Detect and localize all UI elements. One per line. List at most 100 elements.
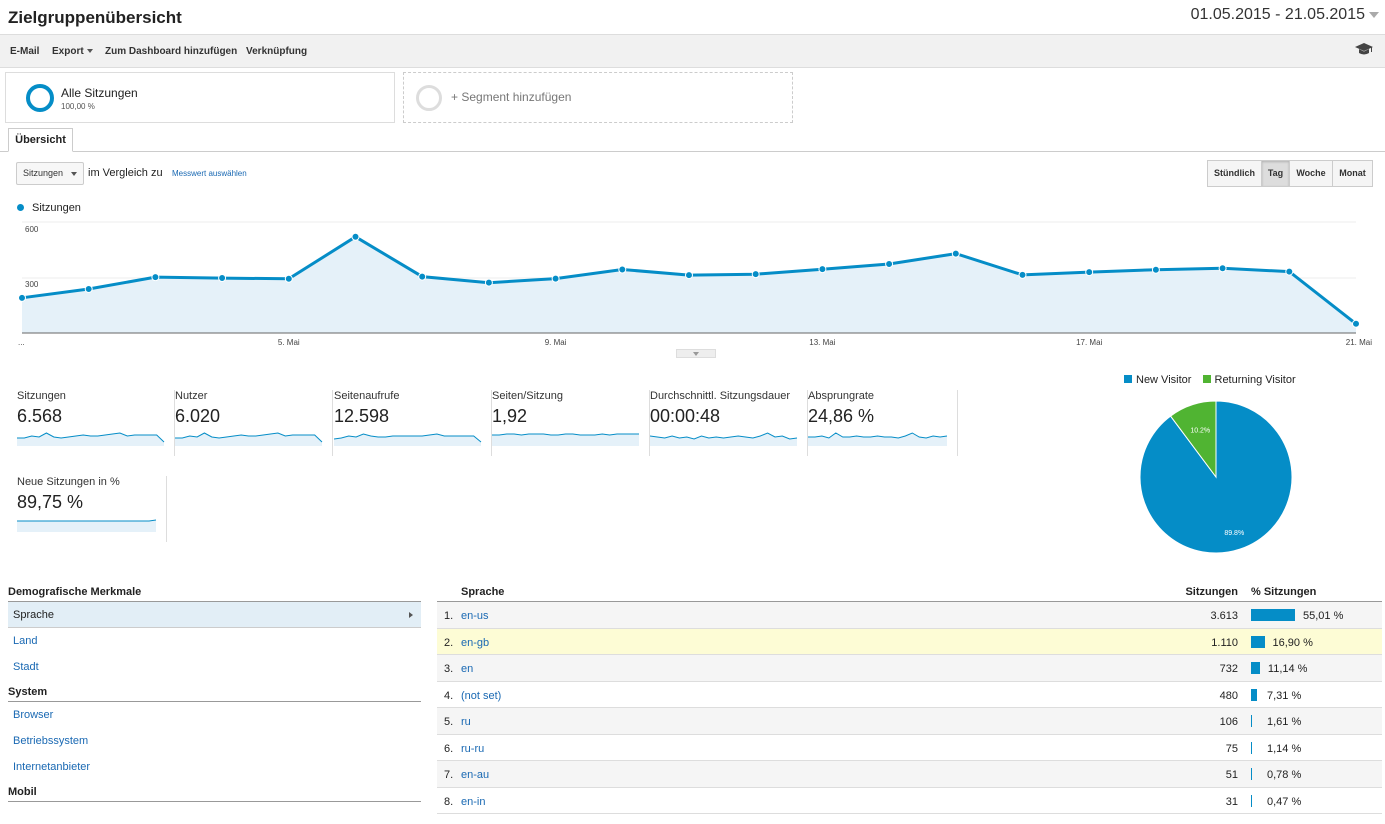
metric-card[interactable]: Sitzungen 6.568 bbox=[17, 390, 175, 456]
data-point[interactable] bbox=[1085, 268, 1094, 277]
data-point[interactable] bbox=[1018, 270, 1027, 279]
row-language-link[interactable]: en-in bbox=[461, 795, 486, 808]
language-table: Sprache Sitzungen % Sitzungen 1. en-us 3.6… bbox=[437, 586, 1382, 814]
row-language-link[interactable]: en bbox=[461, 663, 474, 675]
nav-item-language[interactable]: Sprache bbox=[8, 602, 421, 628]
pie-slice-label: 10.2% bbox=[1190, 428, 1210, 435]
row-sessions: 106 bbox=[1219, 716, 1238, 728]
shortcut-button[interactable]: Verknüpfung bbox=[246, 46, 308, 57]
metric-card[interactable]: Seitenaufrufe 12.598 bbox=[334, 390, 492, 456]
segment-ring-icon bbox=[26, 84, 54, 112]
legend-square bbox=[1202, 375, 1211, 383]
data-point[interactable] bbox=[1285, 267, 1294, 276]
row-language-link[interactable]: ru-ru bbox=[461, 742, 485, 755]
row-share-bar bbox=[1251, 794, 1252, 807]
data-point[interactable] bbox=[18, 293, 26, 302]
table-row[interactable]: 8. en-in 31 0,47 % bbox=[437, 788, 1382, 814]
pie-slice-label: 89.8% bbox=[1224, 530, 1244, 537]
granularity-week-button[interactable]: Woche bbox=[1289, 160, 1333, 187]
system-heading: System bbox=[8, 686, 421, 702]
row-percentage: 55,01 % bbox=[1303, 610, 1344, 622]
data-point[interactable] bbox=[418, 272, 427, 281]
nav-item-isp[interactable]: Internetanbieter bbox=[13, 761, 91, 773]
data-point[interactable] bbox=[1151, 265, 1160, 274]
row-language-link[interactable]: ru bbox=[461, 716, 471, 728]
graduation-cap-icon[interactable] bbox=[1355, 42, 1373, 56]
collapse-chart-toggle[interactable] bbox=[676, 349, 716, 358]
date-range-picker[interactable]: 01.05.2015 - 21.05.2015 bbox=[1190, 6, 1365, 23]
table-row[interactable]: 2. en-gb 1.110 16,90 % bbox=[437, 628, 1382, 655]
data-point[interactable] bbox=[351, 232, 360, 241]
table-row[interactable]: 4. (not set) 480 7,31 % bbox=[437, 682, 1382, 708]
nav-item-os[interactable]: Betriebssystem bbox=[13, 735, 89, 747]
col-sessions-pct[interactable]: % Sitzungen bbox=[1251, 586, 1317, 598]
data-point[interactable] bbox=[551, 274, 560, 283]
data-point[interactable] bbox=[818, 265, 827, 274]
row-share-bar bbox=[1251, 741, 1252, 754]
data-point[interactable] bbox=[751, 270, 760, 279]
metric-dropdown[interactable]: Sitzungen bbox=[16, 162, 84, 185]
metric-card[interactable]: Nutzer 6.020 bbox=[175, 390, 333, 456]
granularity-month-button[interactable]: Monat bbox=[1332, 160, 1373, 187]
data-point[interactable] bbox=[151, 273, 160, 282]
export-label: Export bbox=[52, 46, 84, 57]
row-percentage: 7,31 % bbox=[1267, 689, 1302, 702]
row-language-link[interactable]: en-gb bbox=[461, 636, 490, 649]
data-point[interactable] bbox=[951, 249, 960, 258]
table-row[interactable]: 6. ru-ru 75 1,14 % bbox=[437, 735, 1382, 761]
row-index: 5. bbox=[444, 716, 454, 728]
chevron-down-icon[interactable] bbox=[1369, 12, 1379, 18]
row-sessions: 732 bbox=[1219, 663, 1238, 675]
select-metric-link[interactable]: Messwert auswählen bbox=[172, 169, 247, 178]
row-index: 8. bbox=[444, 795, 454, 808]
nav-item-country[interactable]: Land bbox=[13, 635, 38, 647]
data-point[interactable] bbox=[685, 271, 693, 280]
col-language[interactable]: Sprache bbox=[461, 586, 505, 598]
data-point[interactable] bbox=[1352, 319, 1360, 328]
legend-new-visitor[interactable]: New Visitor bbox=[1136, 374, 1192, 386]
chevron-right-icon bbox=[409, 612, 413, 618]
table-body: 1. en-us 3.613 55,01 % 2. en-gb 1.110 16,90 % 3.… bbox=[437, 602, 1382, 814]
data-point[interactable] bbox=[484, 278, 493, 287]
granularity-day-button[interactable]: Tag bbox=[1261, 160, 1290, 187]
metric-value: 6.568 bbox=[17, 406, 63, 426]
metric-label: Neue Sitzungen in % bbox=[17, 476, 120, 488]
data-point[interactable] bbox=[218, 274, 227, 283]
metric-card[interactable]: Durchschnittl. Sitzungsdauer 00:00:48 bbox=[650, 390, 808, 456]
legend-square bbox=[1124, 375, 1132, 383]
metric-sparkline bbox=[334, 433, 482, 446]
data-point[interactable] bbox=[1218, 264, 1227, 273]
col-sessions[interactable]: Sitzungen bbox=[1185, 586, 1238, 598]
metric-card[interactable]: Neue Sitzungen in % 89,75 % bbox=[17, 476, 167, 542]
mobile-heading: Mobil bbox=[8, 786, 421, 802]
row-language-link[interactable]: (not set) bbox=[461, 689, 502, 702]
tab-overview[interactable]: Übersicht bbox=[8, 128, 73, 152]
metric-card[interactable]: Seiten/Sitzung 1,92 bbox=[492, 390, 650, 456]
segment-all-sessions[interactable]: Alle Sitzungen 100,00 % bbox=[5, 72, 395, 123]
data-point[interactable] bbox=[885, 259, 894, 268]
table-row[interactable]: 7. en-au 51 0,78 % bbox=[437, 761, 1382, 788]
email-button[interactable]: E-Mail bbox=[10, 46, 40, 57]
export-button[interactable]: Export bbox=[52, 46, 93, 57]
metric-card[interactable]: Absprungrate 24,86 % bbox=[808, 390, 958, 456]
row-language-link[interactable]: en-au bbox=[461, 769, 490, 781]
y-tick-label: 300 bbox=[25, 280, 39, 289]
metric-value: 6.020 bbox=[175, 406, 221, 426]
table-row[interactable]: 5. ru 106 1,61 % bbox=[437, 708, 1382, 735]
legend-returning-visitor[interactable]: Returning Visitor bbox=[1214, 374, 1296, 386]
row-sessions: 31 bbox=[1225, 795, 1238, 808]
add-to-dashboard-button[interactable]: Zum Dashboard hinzufügen bbox=[105, 46, 238, 57]
data-point[interactable] bbox=[618, 265, 627, 274]
report-toolbar: E-Mail Export Zum Dashboard hinzufügen V… bbox=[0, 34, 1385, 68]
nav-item-browser[interactable]: Browser bbox=[13, 709, 54, 721]
granularity-hourly-button[interactable]: Stündlich bbox=[1207, 160, 1262, 187]
table-row[interactable]: 1. en-us 3.613 55,01 % bbox=[437, 602, 1382, 629]
pie-slice[interactable] bbox=[1169, 400, 1217, 479]
row-language-link[interactable]: en-us bbox=[461, 610, 489, 622]
table-row[interactable]: 3. en 732 11,14 % bbox=[437, 655, 1382, 682]
data-point[interactable] bbox=[84, 284, 93, 293]
pie-slice[interactable] bbox=[1139, 400, 1293, 554]
nav-item-city[interactable]: Stadt bbox=[13, 661, 39, 673]
add-segment-button[interactable]: + Segment hinzufügen bbox=[403, 72, 793, 123]
data-point[interactable] bbox=[284, 274, 293, 283]
